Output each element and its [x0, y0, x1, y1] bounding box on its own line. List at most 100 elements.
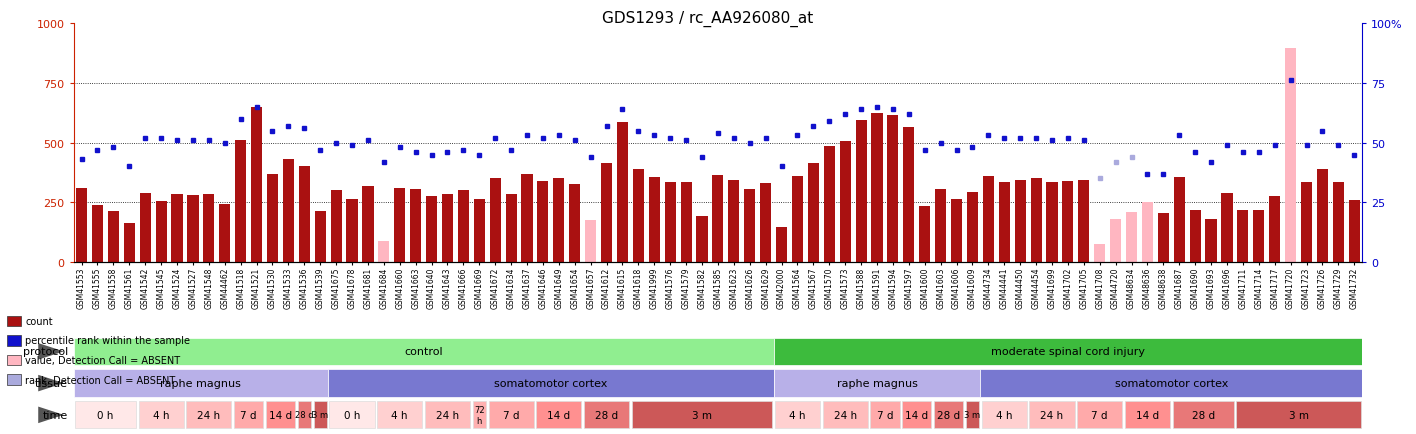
Text: 14 d: 14 d: [269, 410, 292, 420]
Text: 3 m: 3 m: [312, 411, 329, 419]
Text: somatomotor cortex: somatomotor cortex: [494, 378, 607, 388]
Bar: [1332, 183, 1344, 263]
Bar: [697, 216, 708, 263]
Bar: [187, 401, 231, 428]
Bar: [394, 188, 405, 263]
Text: time: time: [42, 410, 68, 420]
Bar: [92, 205, 103, 263]
Text: 72
h: 72 h: [474, 405, 484, 424]
Bar: [474, 199, 484, 263]
Bar: [537, 181, 548, 263]
Bar: [919, 207, 930, 263]
Bar: [266, 401, 295, 428]
Bar: [600, 164, 612, 263]
Bar: [888, 116, 899, 263]
Bar: [760, 184, 772, 263]
Bar: [935, 401, 963, 428]
Bar: [728, 180, 739, 263]
Bar: [234, 401, 263, 428]
Bar: [712, 175, 724, 263]
Bar: [123, 223, 135, 263]
Bar: [1238, 210, 1249, 263]
Bar: [1078, 401, 1123, 428]
Bar: [1236, 401, 1361, 428]
Bar: [108, 211, 119, 263]
Text: 24 h: 24 h: [436, 410, 459, 420]
Polygon shape: [38, 407, 64, 423]
Bar: [1029, 401, 1075, 428]
Bar: [506, 194, 517, 263]
Bar: [871, 113, 882, 263]
Bar: [1141, 203, 1153, 263]
Bar: [425, 401, 470, 428]
Bar: [377, 401, 422, 428]
Bar: [617, 123, 629, 263]
Bar: [329, 370, 773, 397]
Bar: [457, 191, 469, 263]
Bar: [1031, 179, 1042, 263]
Text: 7 d: 7 d: [877, 410, 893, 420]
Bar: [967, 192, 978, 263]
Bar: [1253, 210, 1264, 263]
Text: protocol: protocol: [23, 347, 68, 356]
Bar: [1174, 178, 1185, 263]
Bar: [156, 202, 167, 263]
Bar: [855, 121, 867, 263]
Bar: [1205, 220, 1216, 263]
Text: 3 m: 3 m: [1289, 410, 1308, 420]
Text: 24 h: 24 h: [1041, 410, 1063, 420]
Bar: [1301, 183, 1313, 263]
Bar: [1189, 210, 1201, 263]
Text: 28 d: 28 d: [1191, 410, 1215, 420]
Bar: [745, 190, 755, 263]
Text: value, Detection Call = ABSENT: value, Detection Call = ABSENT: [25, 355, 181, 365]
Bar: [1158, 214, 1168, 263]
Bar: [266, 174, 278, 263]
Text: 4 h: 4 h: [391, 410, 408, 420]
Bar: [140, 193, 150, 263]
Bar: [1095, 245, 1106, 263]
Bar: [313, 401, 327, 428]
Bar: [314, 211, 326, 263]
Bar: [74, 370, 329, 397]
Text: 14 d: 14 d: [905, 410, 929, 420]
Bar: [1317, 170, 1328, 263]
Bar: [299, 167, 310, 263]
Bar: [1269, 197, 1280, 263]
Bar: [807, 164, 818, 263]
Bar: [981, 401, 1027, 428]
Bar: [1062, 181, 1073, 263]
Text: rank, Detection Call = ABSENT: rank, Detection Call = ABSENT: [25, 375, 176, 385]
Bar: [1046, 183, 1058, 263]
Text: 7 d: 7 d: [1092, 410, 1107, 420]
Bar: [1110, 220, 1121, 263]
Text: 4 h: 4 h: [153, 410, 170, 420]
Bar: [1286, 49, 1296, 263]
Bar: [824, 147, 835, 263]
Text: moderate spinal cord injury: moderate spinal cord injury: [991, 347, 1146, 356]
Bar: [171, 194, 183, 263]
Text: 7 d: 7 d: [241, 410, 256, 420]
Text: raphe magnus: raphe magnus: [160, 378, 241, 388]
Polygon shape: [38, 343, 64, 360]
Bar: [902, 401, 932, 428]
Text: control: control: [405, 347, 443, 356]
Bar: [74, 338, 773, 365]
Bar: [187, 196, 198, 263]
Bar: [251, 107, 262, 263]
Bar: [490, 179, 501, 263]
Bar: [1078, 180, 1089, 263]
Bar: [330, 401, 375, 428]
Bar: [998, 183, 1010, 263]
Bar: [204, 194, 214, 263]
Text: 24 h: 24 h: [834, 410, 857, 420]
Bar: [823, 401, 868, 428]
Text: percentile rank within the sample: percentile rank within the sample: [25, 336, 191, 345]
Text: raphe magnus: raphe magnus: [837, 378, 918, 388]
Bar: [347, 199, 358, 263]
Text: tissue: tissue: [35, 378, 68, 388]
Bar: [632, 401, 772, 428]
Text: 14 d: 14 d: [547, 410, 571, 420]
Text: 0 h: 0 h: [98, 410, 113, 420]
Bar: [297, 401, 312, 428]
